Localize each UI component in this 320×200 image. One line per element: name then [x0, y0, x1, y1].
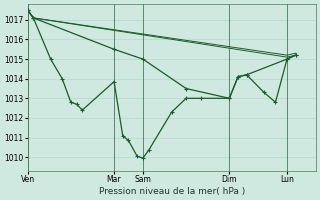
X-axis label: Pression niveau de la mer( hPa ): Pression niveau de la mer( hPa ) [99, 187, 245, 196]
